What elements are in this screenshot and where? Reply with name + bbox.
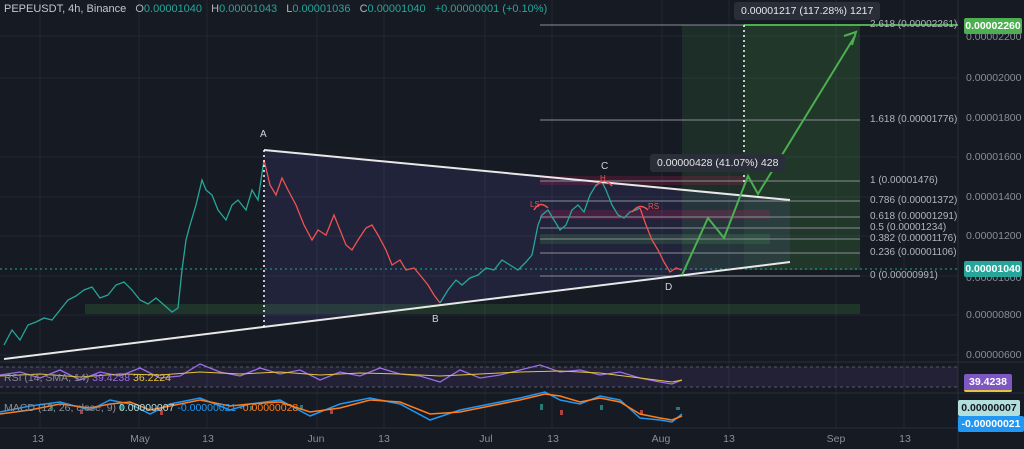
price-tick: 0.00002000 [966, 72, 1022, 84]
price-tick: 0.00001200 [966, 230, 1022, 242]
macd-line-value: -0.00000021 [177, 402, 237, 414]
fib-label: 1 (0.00001476) [870, 175, 938, 186]
time-tick: 13 [202, 433, 214, 445]
rsi-sma-value: 36.2224 [133, 372, 171, 384]
left-shoulder-label: LS [530, 200, 540, 209]
fib-label: 2.618 (0.00002261) [870, 19, 958, 30]
time-tick: 13 [32, 433, 44, 445]
fib-label: 0.382 (0.00001176) [870, 233, 957, 244]
time-tick: 13 [378, 433, 390, 445]
rsi-value: 39.4238 [92, 372, 131, 384]
head-label: H [600, 174, 606, 183]
close-value: 0.00001040 [367, 3, 426, 15]
target-price-badge: 0.00002260 [964, 18, 1022, 34]
fib-label: 0.5 (0.00001234) [870, 222, 947, 233]
macd-line-badge: -0.00000021 [958, 416, 1024, 432]
change-value: +0.00000001 (+0.10%) [434, 3, 548, 15]
fib-label: 0.618 (0.00001291) [870, 211, 958, 222]
price-tick: 0.00001600 [966, 151, 1022, 163]
time-tick: 13 [723, 433, 735, 445]
symbol-name[interactable]: PEPEUSDT, 4h, Binance [4, 3, 127, 15]
low-value: 0.00001036 [292, 3, 351, 15]
fib-label: 1.618 (0.00001776) [870, 114, 958, 125]
time-tick: Jun [307, 433, 325, 445]
time-tick: Aug [651, 433, 671, 445]
measure-tooltip-small: 0.00000428 (41.07%) 428 [650, 154, 786, 172]
rsi-badge: 39.4238 [964, 374, 1012, 392]
time-tick: 13 [899, 433, 911, 445]
macd-signal-value: -0.00000028 [239, 402, 299, 414]
macd-hist-value: 0.00000007 [118, 402, 175, 414]
fib-label: 0.786 (0.00001372) [870, 195, 958, 206]
price-tick: 0.00000600 [966, 349, 1022, 361]
time-tick: 13 [547, 433, 559, 445]
price-tick: 0.00000800 [966, 309, 1022, 321]
fib-label: 0 (0.00000991) [870, 270, 938, 281]
point-d-label: D [665, 282, 673, 293]
measure-tooltip-large: 0.00001217 (117.28%) 1217 [734, 2, 881, 20]
point-c-label: C [601, 161, 609, 172]
time-tick: Jul [479, 433, 493, 445]
right-shoulder-label: RS [648, 202, 660, 211]
price-tick: 0.00001400 [966, 191, 1022, 203]
macd-legend: MACD (12, 26, close, 9) 0.00000007 -0.00… [4, 402, 299, 414]
macd-hist-badge: 0.00000007 [958, 400, 1020, 416]
open-value: 0.00001040 [143, 3, 203, 15]
symbol-legend: PEPEUSDT, 4h, Binance O0.00001040 H0.000… [4, 3, 548, 15]
rsi-legend: RSI (14, SMA, 14) 39.4238 36.2224 [4, 372, 171, 384]
fib-label: 0.236 (0.00001106) [870, 247, 957, 258]
current-price-badge: 0.00001040 [964, 261, 1022, 277]
price-tick: 0.00001800 [966, 112, 1022, 124]
point-b-label: B [432, 314, 439, 325]
point-a-label: A [260, 129, 267, 140]
price-tick: 0.00002200 [966, 31, 1022, 43]
high-value: 0.00001043 [219, 3, 278, 15]
time-tick: May [130, 433, 150, 445]
time-tick: Sep [826, 433, 846, 445]
